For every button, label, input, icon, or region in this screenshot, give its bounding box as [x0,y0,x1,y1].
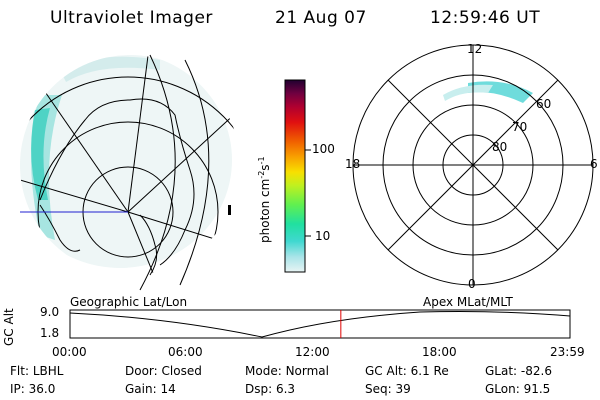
date-label: 21 Aug 07 [275,8,367,28]
meridian-arc-2 [139,54,176,291]
coastline-island [139,214,158,276]
colorbar-tick-high: 100 [312,142,335,156]
timeline-tick-0600: 06:00 [168,345,203,359]
info-mode: Mode: Normal [245,364,329,378]
time-label: 12:59:46 UT [430,8,541,28]
colorbar [284,79,311,273]
timeline-y-min: 1.8 [40,326,60,340]
info-ip: IP: 36.0 [10,382,56,396]
polar-spokes [353,45,593,285]
info-glon: GLon: 91.5 [485,382,551,396]
info-filter: Flt: LBHL [10,364,64,378]
mlt-label-12: 12 [467,42,483,56]
mlt-label-0: 0 [468,277,476,291]
mlt-label-18: 18 [345,157,361,171]
info-gc-alt: GC Alt: 6.1 Re [365,364,449,378]
info-dsp: Dsp: 6.3 [245,382,296,396]
timeline-tick-1800: 18:00 [422,345,457,359]
instrument-title: Ultraviolet Imager [50,8,213,28]
mlat-label-70: 70 [512,120,528,134]
info-gain: Gain: 14 [125,382,176,396]
info-door: Door: Closed [125,364,202,378]
timeline-tick-1200: 12:00 [295,345,330,359]
aurora-oval-faint [443,84,493,101]
geographic-map [20,54,240,291]
left-map-title: Geographic Lat/Lon [70,295,188,309]
meridian-arc [179,59,210,286]
info-seq: Seq: 39 [365,382,411,396]
limb-marker [228,205,231,215]
mlt-label-6: 6 [590,157,598,171]
map-background-glow [20,55,232,268]
timeline-tick-2359: 23:59 [550,345,585,359]
aurora-band-bright [31,108,50,200]
right-map-title: Apex MLat/MLT [423,295,513,309]
info-glat: GLat: -82.6 [485,364,552,378]
coastline-south [39,204,81,252]
timeline-plot [69,309,571,339]
colorbar-tick-low: 10 [315,229,331,243]
timeline-y-axis-label: GC Alt [2,308,16,346]
timeline-y-max: 9.0 [40,305,60,319]
mlat-label-60: 60 [536,97,552,111]
lat-circle-3 [20,76,240,275]
colorbar-unit-label: photon cm-2s-1 [257,156,272,243]
polar-map [352,44,594,286]
altitude-curve [69,311,571,338]
mlat-label-80: 80 [492,140,508,154]
timeline-tick-0000: 00:00 [52,345,87,359]
